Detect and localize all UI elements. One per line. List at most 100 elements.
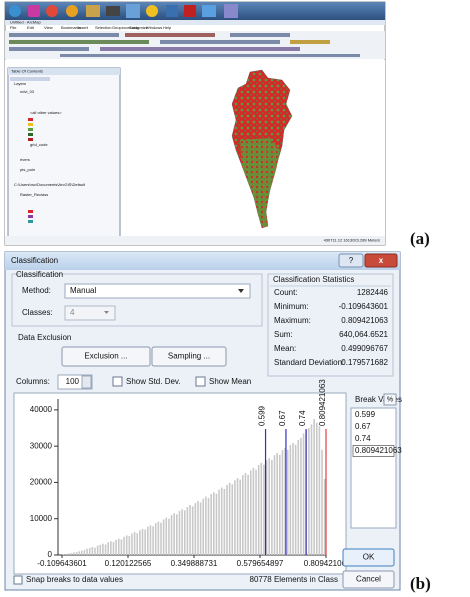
histogram-bar <box>181 509 183 555</box>
histogram-bar <box>150 525 152 555</box>
histogram-bar <box>105 544 107 555</box>
histogram-bar <box>121 539 123 555</box>
histogram-bar <box>86 549 88 555</box>
histogram-bar <box>255 470 257 555</box>
histogram-bar <box>129 536 131 555</box>
stat-value: 640,064.6521 <box>339 330 388 339</box>
histogram-bar <box>231 484 233 555</box>
toc-item: Layers <box>14 81 26 86</box>
menu-item[interactable]: File <box>10 25 17 30</box>
histogram-bar <box>316 423 318 555</box>
classification-dialog: Classification ? x Classification Method… <box>5 252 402 590</box>
stat-value: 0.809421063 <box>341 316 388 325</box>
histogram-bar <box>321 450 323 555</box>
histogram-bar <box>97 546 99 555</box>
histogram-bar <box>134 532 136 555</box>
button-label: % <box>387 396 393 403</box>
histogram-bar <box>290 445 292 555</box>
histogram-bar <box>234 480 236 555</box>
histogram-bar <box>245 473 247 555</box>
histogram-bar <box>102 544 104 555</box>
histogram-bar <box>205 497 207 555</box>
break-value[interactable]: 0.599 <box>355 410 376 419</box>
histogram-bar <box>165 518 167 555</box>
histogram-bar <box>187 507 189 555</box>
menu-item[interactable]: Windows <box>146 25 162 30</box>
stat-value: 1282446 <box>357 288 389 297</box>
histogram-bar <box>324 479 326 555</box>
stat-value: 0.499096767 <box>341 344 388 353</box>
histogram-bar <box>70 553 72 555</box>
histogram-bar <box>81 551 83 555</box>
checkbox[interactable] <box>113 377 122 386</box>
menu-item[interactable]: Selection <box>95 25 111 30</box>
checkbox[interactable] <box>196 377 205 386</box>
spinner[interactable] <box>82 376 91 388</box>
histogram-bar <box>216 494 218 555</box>
histogram-bar <box>311 424 313 555</box>
stat-label: Mean: <box>274 344 296 353</box>
menu-item[interactable]: Help <box>163 25 172 30</box>
histogram-bar <box>229 483 231 555</box>
histogram-bar <box>168 519 170 555</box>
histogram-bar <box>147 527 149 555</box>
toc-panel: Table Of Contents Layersndvi_03<all othe… <box>8 68 120 242</box>
histogram-bar <box>171 515 173 555</box>
histogram-bar <box>213 492 215 555</box>
panel-label: (a) <box>410 229 430 248</box>
button-label: Sampling ... <box>168 352 210 361</box>
checkbox[interactable] <box>14 576 22 584</box>
group-title: Classification <box>16 270 63 279</box>
show-std-label: Show Std. Dev. <box>126 377 181 386</box>
toc-item: <all other values> <box>30 110 62 115</box>
y-tick-label: 20000 <box>30 478 53 487</box>
histogram-bar <box>319 426 321 555</box>
menu-item[interactable]: View <box>44 25 53 30</box>
histogram-bar <box>179 511 181 555</box>
histogram-bar <box>94 548 96 555</box>
histogram-bar <box>210 494 212 555</box>
columns-label: Columns: <box>16 377 50 386</box>
menu-item[interactable]: Insert <box>78 25 89 30</box>
status-text: 430711.12 1613023.289 Meters <box>324 238 380 243</box>
method-label: Method: <box>22 286 51 295</box>
page: Untitled - ArcMap FileEditViewBookmarksI… <box>0 0 470 597</box>
dialog-title: Classification <box>11 256 58 265</box>
figure: Untitled - ArcMap FileEditViewBookmarksI… <box>0 0 470 597</box>
stat-value: -0.109643601 <box>339 302 389 311</box>
histogram-bar <box>99 545 101 555</box>
histogram-bar <box>144 530 146 555</box>
histogram-bar <box>197 501 199 555</box>
method-value: Manual <box>70 286 96 295</box>
break-value[interactable]: 0.74 <box>355 434 371 443</box>
toc-item: C:\Users\rsc\Documents\ArcGIS\Default <box>14 182 86 187</box>
histogram-bar <box>274 455 276 555</box>
classes-value: 4 <box>70 308 75 317</box>
snap-label: Snap breaks to data values <box>26 575 123 584</box>
histogram-bar <box>142 529 144 555</box>
toc-title: Table Of Contents <box>11 69 43 74</box>
histogram-bar <box>107 542 109 555</box>
menu-item[interactable]: Edit <box>27 25 35 30</box>
break-label: 0.67 <box>278 410 287 426</box>
x-tick-label: 0.349888731 <box>171 559 218 568</box>
histogram-bar <box>173 513 175 555</box>
histogram-bar <box>176 514 178 555</box>
histogram-bar <box>158 522 160 555</box>
break-value[interactable]: 0.67 <box>355 422 371 431</box>
panel-label: (b) <box>410 574 431 593</box>
histogram-bar <box>303 433 305 555</box>
window-title: Untitled - ArcMap <box>10 20 41 25</box>
histogram-bar <box>63 554 65 555</box>
histogram-bar <box>250 470 252 555</box>
histogram-bar <box>300 438 302 555</box>
histogram-bar <box>152 526 154 555</box>
histogram-bar <box>131 534 133 555</box>
histogram-bar <box>84 550 86 555</box>
histogram-bar <box>282 450 284 555</box>
break-value[interactable]: 0.809421063 <box>355 446 402 455</box>
stat-label: Sum: <box>274 330 293 339</box>
y-tick-label: 10000 <box>30 514 53 523</box>
toc-item: rivers <box>20 157 30 162</box>
toc-item: Raster_Reclass <box>20 192 48 197</box>
